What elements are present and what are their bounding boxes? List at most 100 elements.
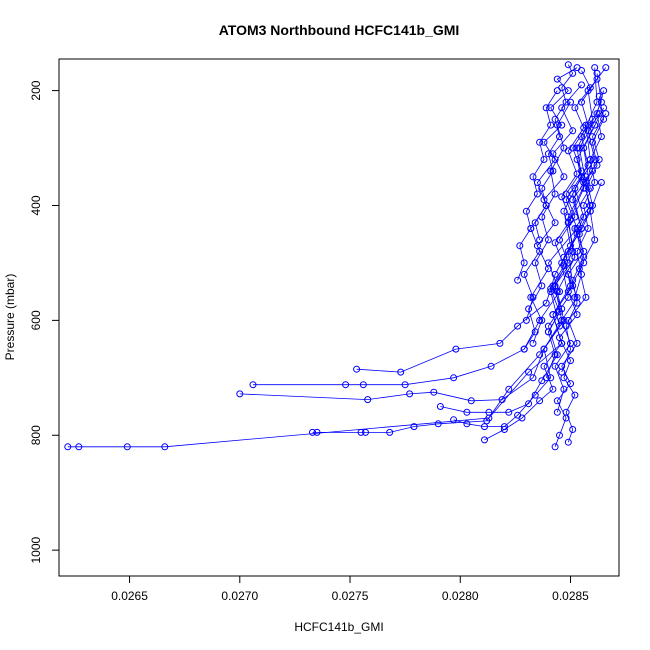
x-axis-label: HCFC141b_GMI bbox=[294, 620, 383, 634]
series-line-0 bbox=[67, 73, 602, 448]
data-point bbox=[567, 357, 574, 365]
data-point bbox=[313, 428, 321, 436]
series-line-3 bbox=[253, 67, 598, 386]
series-line-6 bbox=[453, 124, 596, 428]
y-axis-label: Pressure (mbar) bbox=[3, 274, 17, 361]
data-point bbox=[525, 400, 533, 408]
y-tick-label: 200 bbox=[29, 80, 43, 100]
data-point bbox=[64, 443, 72, 451]
data-point bbox=[249, 381, 257, 389]
data-point bbox=[353, 365, 361, 373]
data-point bbox=[342, 381, 350, 389]
data-point bbox=[573, 156, 581, 163]
x-tick-label: 0.0270 bbox=[221, 589, 258, 603]
data-point bbox=[525, 305, 533, 313]
data-point bbox=[580, 179, 588, 186]
plot-frame bbox=[58, 58, 620, 577]
data-point bbox=[529, 173, 537, 181]
series-line-5 bbox=[440, 125, 591, 413]
data-point bbox=[525, 368, 533, 376]
data-point bbox=[547, 121, 555, 129]
data-point bbox=[522, 207, 530, 215]
data-point bbox=[600, 104, 608, 112]
data-point bbox=[582, 293, 590, 301]
data-point bbox=[562, 98, 570, 106]
data-point bbox=[410, 423, 418, 431]
data-point bbox=[505, 385, 513, 393]
plot-area bbox=[64, 61, 610, 451]
data-point bbox=[551, 219, 559, 227]
x-tick-label: 0.0280 bbox=[442, 589, 479, 603]
data-point bbox=[450, 416, 458, 424]
data-point bbox=[593, 161, 601, 169]
series-line-1 bbox=[312, 107, 604, 433]
data-point bbox=[161, 443, 169, 451]
data-point bbox=[544, 328, 552, 336]
data-point bbox=[553, 288, 561, 296]
data-point bbox=[573, 170, 581, 178]
data-point bbox=[589, 115, 596, 123]
data-point bbox=[556, 133, 563, 141]
data-point bbox=[481, 436, 488, 444]
data-point bbox=[450, 374, 458, 382]
x-tick-label: 0.0275 bbox=[332, 589, 369, 603]
data-point bbox=[569, 196, 577, 204]
data-point bbox=[505, 408, 513, 416]
data-point bbox=[522, 316, 530, 324]
data-point bbox=[547, 285, 555, 293]
data-point bbox=[536, 236, 544, 244]
data-point bbox=[542, 299, 550, 307]
data-point bbox=[551, 239, 559, 247]
data-point bbox=[397, 368, 405, 376]
data-point bbox=[536, 351, 544, 359]
data-point bbox=[430, 388, 438, 396]
data-point bbox=[481, 423, 488, 431]
data-point bbox=[589, 138, 596, 146]
data-point bbox=[571, 104, 579, 112]
data-point bbox=[520, 259, 528, 267]
data-point bbox=[578, 67, 585, 74]
data-point bbox=[362, 428, 369, 436]
data-point bbox=[533, 242, 541, 250]
data-point bbox=[584, 225, 592, 232]
data-point bbox=[357, 428, 365, 436]
data-point bbox=[562, 408, 570, 416]
data-point bbox=[573, 339, 581, 347]
data-point bbox=[560, 385, 568, 393]
data-point bbox=[556, 431, 563, 439]
data-point bbox=[553, 408, 561, 416]
data-point bbox=[551, 443, 559, 451]
data-point bbox=[569, 276, 577, 284]
data-point bbox=[309, 428, 316, 436]
data-point bbox=[573, 144, 581, 152]
data-point bbox=[406, 390, 414, 398]
data-point bbox=[531, 259, 539, 267]
data-point bbox=[544, 150, 552, 158]
data-point bbox=[586, 156, 594, 163]
data-point bbox=[602, 64, 610, 72]
data-point bbox=[586, 207, 594, 215]
data-point bbox=[452, 345, 460, 353]
data-point bbox=[558, 104, 566, 112]
series-line-7 bbox=[484, 170, 593, 441]
data-point bbox=[516, 242, 524, 250]
data-point bbox=[551, 351, 559, 359]
data-point bbox=[540, 156, 548, 163]
data-point bbox=[485, 408, 493, 416]
data-point bbox=[567, 98, 574, 106]
y-tick-label: 600 bbox=[29, 310, 43, 330]
data-point bbox=[549, 167, 557, 175]
data-point bbox=[591, 156, 599, 163]
data-point bbox=[549, 150, 557, 158]
data-point bbox=[558, 121, 566, 129]
data-point bbox=[463, 420, 471, 428]
data-point bbox=[564, 87, 572, 95]
data-point bbox=[586, 84, 594, 92]
data-point bbox=[600, 87, 608, 95]
data-point bbox=[562, 322, 570, 330]
data-point bbox=[558, 339, 566, 347]
data-point bbox=[593, 110, 601, 118]
series-line-13 bbox=[523, 101, 571, 350]
data-point bbox=[531, 391, 539, 399]
data-point bbox=[556, 308, 563, 316]
